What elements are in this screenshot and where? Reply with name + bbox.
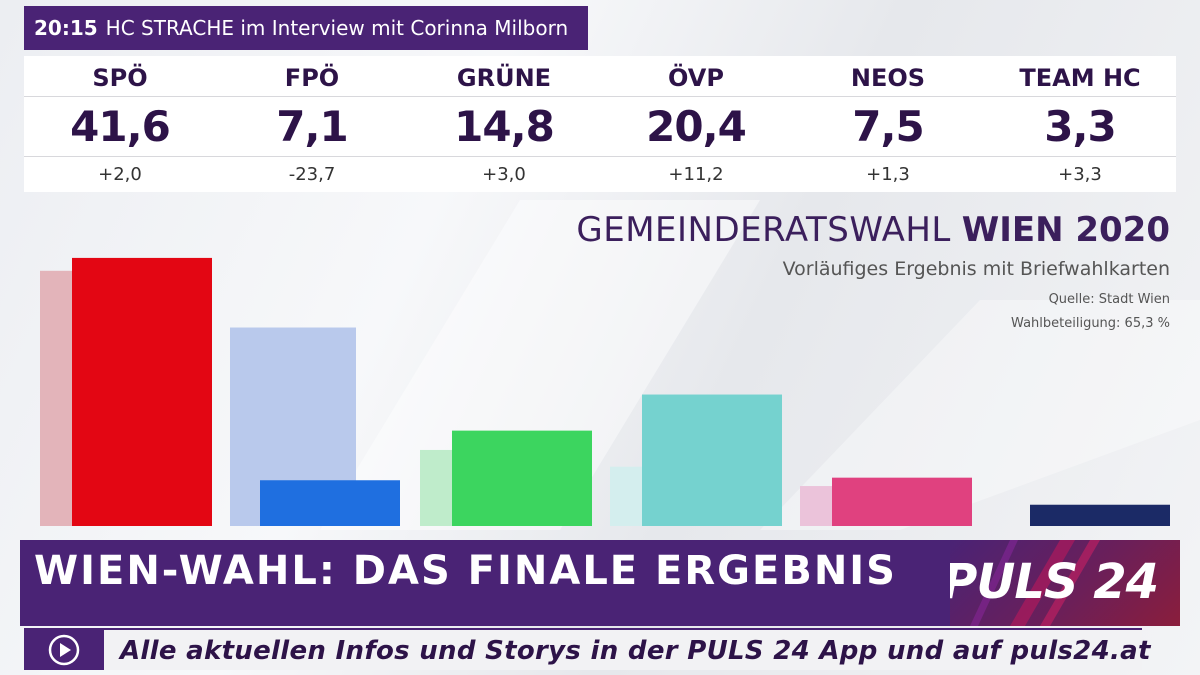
party-name: TEAM HC bbox=[1019, 64, 1141, 92]
party-result: 20,4 bbox=[646, 102, 747, 151]
current-result-bar bbox=[642, 394, 782, 526]
party-change: +3,3 bbox=[1058, 164, 1102, 185]
results-bar-chart bbox=[40, 257, 1170, 526]
logo-text: PULS 24 bbox=[950, 554, 1159, 610]
previous-result-bar bbox=[610, 466, 642, 526]
party-change: +11,2 bbox=[668, 164, 724, 185]
party-result: 14,8 bbox=[454, 102, 555, 151]
chart-source: Quelle: Stadt Wien bbox=[1048, 292, 1170, 307]
party-change: +3,0 bbox=[482, 164, 526, 185]
headline: WIEN-WAHL: DAS FINALE ERGEBNIS bbox=[34, 548, 897, 594]
chart-title-light: GEMEINDERATSWAHL bbox=[576, 210, 951, 250]
chart-title: GEMEINDERATSWAHL WIEN 2020 bbox=[576, 210, 1170, 250]
ticker-time: 20:15 bbox=[34, 16, 98, 40]
current-result-bar bbox=[1030, 504, 1170, 526]
previous-result-bar bbox=[40, 270, 72, 526]
news-ticker: 20:15 HC STRACHE im Interview mit Corinn… bbox=[24, 6, 588, 50]
play-circle-icon bbox=[48, 634, 80, 666]
party-name: ÖVP bbox=[668, 64, 724, 92]
party-name: FPÖ bbox=[284, 64, 340, 92]
channel-logo: PULS 24 bbox=[950, 540, 1180, 626]
ticker-text: HC STRACHE im Interview mit Corinna Milb… bbox=[105, 16, 569, 40]
party-name: NEOS bbox=[850, 64, 926, 92]
previous-result-bar bbox=[420, 449, 452, 526]
party-result: 3,3 bbox=[1044, 102, 1116, 151]
party-result: 7,5 bbox=[852, 102, 924, 151]
party-result: 7,1 bbox=[276, 102, 348, 151]
play-button[interactable] bbox=[24, 630, 104, 670]
party-change: +2,0 bbox=[98, 164, 142, 185]
chart-turnout: Wahlbeteiligung: 65,3 % bbox=[1011, 316, 1170, 331]
party-result: 41,6 bbox=[70, 102, 171, 151]
logo-stripes bbox=[970, 540, 1100, 626]
party-change: -23,7 bbox=[288, 164, 336, 185]
party-results-row: 41,6 7,1 14,8 20,4 7,5 3,3 bbox=[24, 96, 1176, 156]
party-change: +1,3 bbox=[866, 164, 910, 185]
party-changes-row: +2,0 -23,7 +3,0 +11,2 +1,3 +3,3 bbox=[24, 156, 1176, 192]
chart-title-bold: WIEN 2020 bbox=[961, 210, 1170, 250]
info-text: Alle aktuellen Infos und Storys in der P… bbox=[120, 636, 1151, 666]
lower-third: WIEN-WAHL: DAS FINALE ERGEBNIS PULS 24 bbox=[20, 540, 1180, 626]
party-name: GRÜNE bbox=[456, 64, 552, 92]
current-result-bar bbox=[72, 257, 212, 526]
info-bar: Alle aktuellen Infos und Storys in der P… bbox=[24, 628, 1150, 670]
current-result-bar bbox=[832, 477, 972, 526]
previous-result-bar bbox=[800, 486, 832, 526]
party-name: SPÖ bbox=[92, 64, 148, 92]
results-table: SPÖ FPÖ GRÜNE ÖVP NEOS TEAM HC 41,6 7,1 … bbox=[24, 56, 1176, 192]
current-result-bar bbox=[260, 480, 400, 526]
current-result-bar bbox=[452, 430, 592, 526]
chart-subtitle: Vorläufiges Ergebnis mit Briefwahlkarten bbox=[782, 258, 1170, 280]
party-names-row: SPÖ FPÖ GRÜNE ÖVP NEOS TEAM HC bbox=[24, 56, 1176, 96]
